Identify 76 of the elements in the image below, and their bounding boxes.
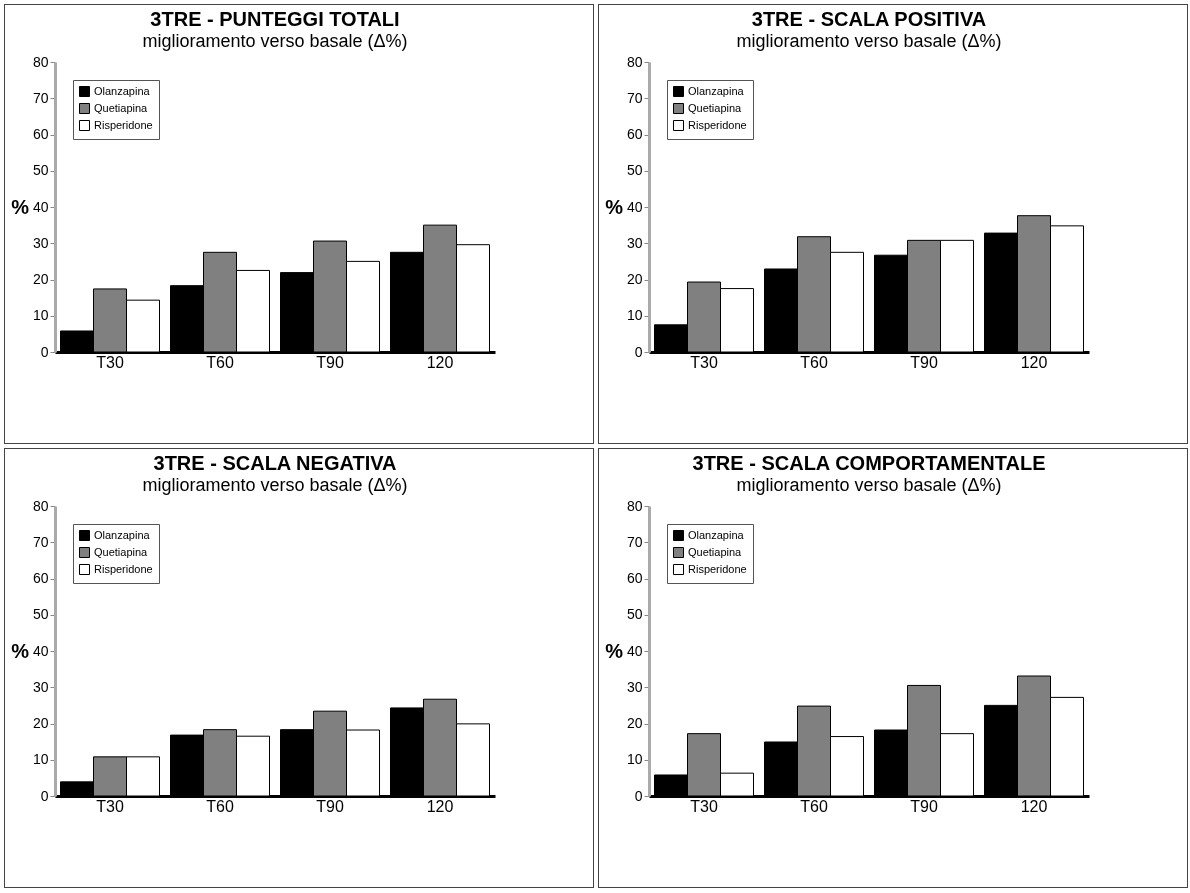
y-tick-label: 10	[626, 751, 643, 768]
x-tick-label: T90	[910, 797, 938, 815]
y-tick-label: 70	[32, 89, 49, 106]
legend-label: Risperidone	[94, 562, 153, 575]
legend-label: Quetiapina	[688, 101, 743, 114]
y-tick-label: 60	[32, 126, 49, 142]
y-tick-label: 20	[32, 715, 49, 731]
y-tick-label: 80	[626, 497, 643, 514]
y-tick-label: 80	[32, 53, 49, 70]
legend-label: Olanzapina	[94, 84, 151, 97]
y-tick-label: 10	[32, 751, 49, 768]
legend-label: Olanzapina	[94, 528, 151, 541]
y-tick-label: 80	[626, 53, 643, 70]
x-tick-label: T30	[690, 353, 718, 371]
y-tick-label: 10	[32, 307, 49, 324]
x-tick-label: 120	[426, 797, 454, 815]
legend-label: Quetiapina	[94, 101, 149, 114]
y-tick-label: 0	[40, 787, 49, 804]
y-tick-label: 50	[626, 606, 643, 623]
y-tick-label: 40	[626, 642, 643, 659]
x-tick-label: T30	[96, 797, 124, 815]
legend-label: Risperidone	[688, 118, 747, 131]
chart-subtitle: miglioramento verso basale (Δ%)	[736, 31, 1002, 51]
chart-subtitle: miglioramento verso basale (Δ%)	[142, 31, 408, 51]
y-tick-label: 0	[40, 343, 49, 360]
legend-label: Risperidone	[688, 562, 747, 575]
y-tick-label: 40	[626, 198, 643, 215]
legend-label: Olanzapina	[688, 84, 745, 97]
y-tick-label: 40	[32, 198, 49, 215]
y-tick-label: 80	[32, 497, 49, 514]
y-tick-label: 0	[634, 343, 643, 360]
y-tick-label: 60	[32, 570, 49, 586]
chart-title: 3TRE - SCALA COMPORTAMENTALE	[692, 452, 1046, 474]
x-tick-label: T90	[316, 353, 344, 371]
y-tick-label: 40	[32, 642, 49, 659]
x-tick-label: T90	[910, 353, 938, 371]
x-tick-label: 120	[1020, 353, 1048, 371]
chart-subtitle: miglioramento verso basale (Δ%)	[142, 475, 408, 495]
y-tick-label: 60	[626, 570, 643, 586]
x-tick-label: T60	[800, 353, 828, 371]
y-axis-title: %	[605, 639, 624, 662]
legend-label: Olanzapina	[688, 528, 745, 541]
y-axis-title: %	[11, 195, 30, 218]
x-tick-label: T30	[690, 797, 718, 815]
y-tick-label: 70	[626, 533, 643, 550]
y-tick-label: 10	[626, 307, 643, 324]
legend-label: Quetiapina	[688, 545, 743, 558]
y-tick-label: 30	[32, 678, 49, 695]
y-tick-label: 50	[32, 162, 49, 179]
legend-label: Risperidone	[94, 118, 153, 131]
y-axis-title: %	[605, 195, 624, 218]
y-tick-label: 70	[626, 89, 643, 106]
y-tick-label: 60	[626, 126, 643, 142]
legend-label: Quetiapina	[94, 545, 149, 558]
y-tick-label: 70	[32, 533, 49, 550]
x-tick-label: T30	[96, 353, 124, 371]
x-tick-label: T90	[316, 797, 344, 815]
y-tick-label: 30	[32, 234, 49, 251]
y-tick-label: 50	[32, 606, 49, 623]
y-tick-label: 30	[626, 234, 643, 251]
chart-title: 3TRE - PUNTEGGI TOTALI	[150, 8, 400, 30]
chart-title: 3TRE - SCALA NEGATIVA	[153, 452, 397, 474]
x-tick-label: T60	[206, 353, 234, 371]
y-tick-label: 20	[32, 271, 49, 287]
y-tick-label: 20	[626, 715, 643, 731]
chart-subtitle: miglioramento verso basale (Δ%)	[736, 475, 1002, 495]
chart-title: 3TRE - SCALA POSITIVA	[751, 8, 987, 30]
y-tick-label: 50	[626, 162, 643, 179]
y-tick-label: 20	[626, 271, 643, 287]
y-tick-label: 30	[626, 678, 643, 695]
x-tick-label: 120	[1020, 797, 1048, 815]
y-axis-title: %	[11, 639, 30, 662]
y-tick-label: 0	[634, 787, 643, 804]
x-tick-label: 120	[426, 353, 454, 371]
x-tick-label: T60	[800, 797, 828, 815]
x-tick-label: T60	[206, 797, 234, 815]
